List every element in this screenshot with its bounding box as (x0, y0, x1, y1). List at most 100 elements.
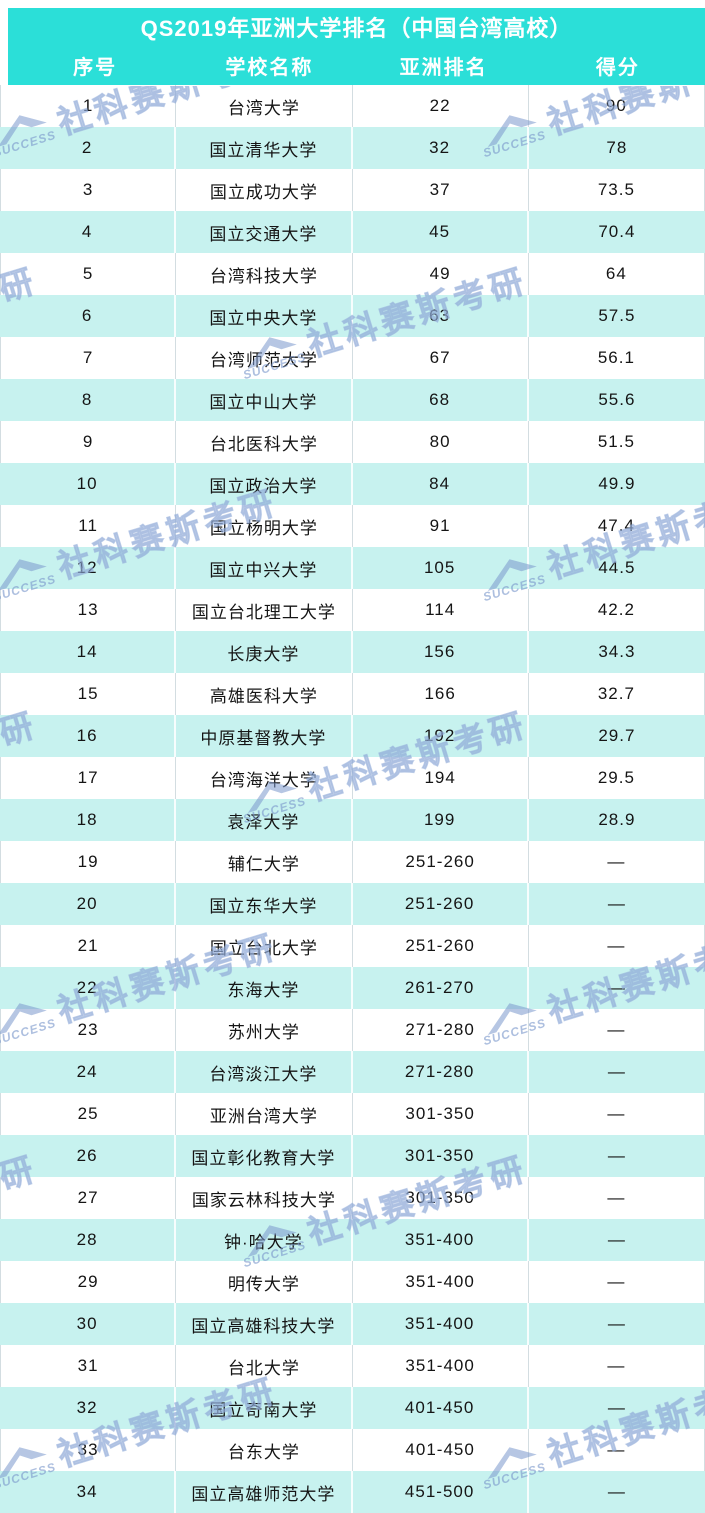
table-row: 5 台湾科技大学 49 64 (0, 253, 705, 295)
cell-index: 10 (0, 463, 177, 505)
cell-score: — (607, 1482, 626, 1501)
cell-index: 9 (0, 421, 177, 463)
cell-ranking: 32 (353, 127, 529, 169)
cell-ranking: 301-350 (353, 1135, 529, 1177)
cell-ranking: 351-400 (353, 1261, 529, 1303)
cell-ranking: 156 (353, 631, 529, 673)
table-row: 27 国家云林科技大学 301-350 — (0, 1177, 705, 1219)
cell-school: 台湾科技大学 (176, 253, 353, 295)
table-row: 7 台湾师范大学 67 56.1 (0, 337, 705, 379)
ranking-table: 1 台湾大学 22 90 2 国立清华大学 32 78 3 国立成功大学 37 … (0, 85, 705, 1513)
cell-index: 34 (0, 1471, 177, 1513)
table-row: 3 国立成功大学 37 73.5 (0, 169, 705, 211)
column-header-index: 序号 (73, 57, 118, 79)
cell-score: — (529, 1345, 705, 1387)
cell-ranking: 166 (353, 673, 529, 715)
table-row: 19 辅仁大学 251-260 — (0, 841, 705, 883)
table-row: 2 国立清华大学 32 78 (0, 127, 705, 169)
table-row: 12 国立中兴大学 105 44.5 (0, 547, 705, 589)
cell-score: 64 (529, 253, 705, 295)
cell-index: 20 (0, 883, 177, 925)
cell-index: 19 (0, 841, 177, 883)
cell-index: 12 (0, 547, 177, 589)
cell-ranking: 251-260 (353, 883, 529, 925)
cell-score: 70.4 (598, 222, 636, 241)
cell-ranking: 301-350 (353, 1093, 529, 1135)
cell-ranking: 401-450 (353, 1429, 529, 1471)
cell-ranking: 194 (353, 757, 529, 799)
table-row: 34 国立高雄师范大学 451-500 — (0, 1471, 705, 1513)
cell-score: 29.5 (529, 757, 705, 799)
cell-school: 国立清华大学 (176, 127, 353, 169)
cell-score: 28.9 (598, 810, 636, 829)
cell-ranking: 251-260 (353, 841, 529, 883)
table-row: 20 国立东华大学 251-260 — (0, 883, 705, 925)
cell-score: 29.7 (598, 726, 636, 745)
column-header-score: 得分 (595, 57, 640, 79)
cell-school: 国立中兴大学 (176, 547, 353, 589)
cell-ranking: 45 (353, 211, 529, 253)
cell-ranking: 37 (353, 169, 529, 211)
cell-school: 国家云林科技大学 (176, 1177, 353, 1219)
cell-score: 56.1 (529, 337, 705, 379)
cell-score: — (607, 1062, 626, 1081)
cell-school: 国立交通大学 (176, 211, 353, 253)
table-row: 26 国立彰化教育大学 301-350 — (0, 1135, 705, 1177)
cell-ranking: 301-350 (353, 1177, 529, 1219)
cell-score: 49.9 (598, 474, 636, 493)
cell-score: — (529, 1009, 705, 1051)
cell-ranking: 192 (353, 715, 529, 757)
cell-score: — (529, 1261, 705, 1303)
cell-school: 台湾淡江大学 (176, 1051, 353, 1093)
cell-score: — (529, 1429, 705, 1471)
cell-index: 14 (0, 631, 177, 673)
cell-ranking: 105 (353, 547, 529, 589)
cell-index: 1 (0, 85, 177, 127)
cell-school: 国立中山大学 (176, 379, 353, 421)
cell-school: 国立高雄师范大学 (176, 1471, 353, 1513)
cell-ranking: 84 (353, 463, 529, 505)
cell-score: — (529, 841, 705, 883)
cell-school: 国立彰化教育大学 (176, 1135, 353, 1177)
cell-index: 22 (0, 967, 177, 1009)
cell-school: 国立台北大学 (176, 925, 353, 967)
cell-school: 中原基督教大学 (176, 715, 353, 757)
cell-school: 长庚大学 (176, 631, 353, 673)
cell-index: 6 (0, 295, 177, 337)
table-row: 23 苏州大学 271-280 — (0, 1009, 705, 1051)
table-header: QS2019年亚洲大学排名（中国台湾高校） 序号 学校名称 亚洲排名 得分 (8, 8, 705, 85)
cell-index: 28 (0, 1219, 177, 1261)
cell-ranking: 67 (353, 337, 529, 379)
cell-index: 13 (0, 589, 177, 631)
cell-score: — (529, 1177, 705, 1219)
table-row: 33 台东大学 401-450 — (0, 1429, 705, 1471)
cell-ranking: 199 (353, 799, 529, 841)
cell-score: — (607, 978, 626, 997)
table-row: 24 台湾淡江大学 271-280 — (0, 1051, 705, 1093)
cell-index: 24 (0, 1051, 177, 1093)
table-row: 9 台北医科大学 80 51.5 (0, 421, 705, 463)
column-header-ranking: 亚洲排名 (399, 57, 488, 79)
cell-score: 51.5 (529, 421, 705, 463)
table-row: 15 高雄医科大学 166 32.7 (0, 673, 705, 715)
cell-score: 55.6 (598, 390, 636, 409)
cell-school: 袁泽大学 (176, 799, 353, 841)
cell-index: 7 (0, 337, 177, 379)
column-header-row: 序号 学校名称 亚洲排名 得分 (8, 46, 705, 85)
table-row: 31 台北大学 351-400 — (0, 1345, 705, 1387)
cell-score: 42.2 (529, 589, 705, 631)
cell-school: 台湾海洋大学 (176, 757, 353, 799)
cell-index: 23 (0, 1009, 177, 1051)
cell-score: 57.5 (598, 306, 636, 325)
table-row: 13 国立台北理工大学 114 42.2 (0, 589, 705, 631)
cell-ranking: 351-400 (353, 1345, 529, 1387)
cell-score: 73.5 (529, 169, 705, 211)
cell-score: 47.4 (529, 505, 705, 547)
cell-score: — (607, 1314, 626, 1333)
cell-ranking: 351-400 (353, 1303, 529, 1345)
cell-index: 30 (0, 1303, 177, 1345)
table-row: 11 国立杨明大学 91 47.4 (0, 505, 705, 547)
cell-school: 辅仁大学 (176, 841, 353, 883)
cell-school: 国立东华大学 (176, 883, 353, 925)
cell-school: 亚洲台湾大学 (176, 1093, 353, 1135)
